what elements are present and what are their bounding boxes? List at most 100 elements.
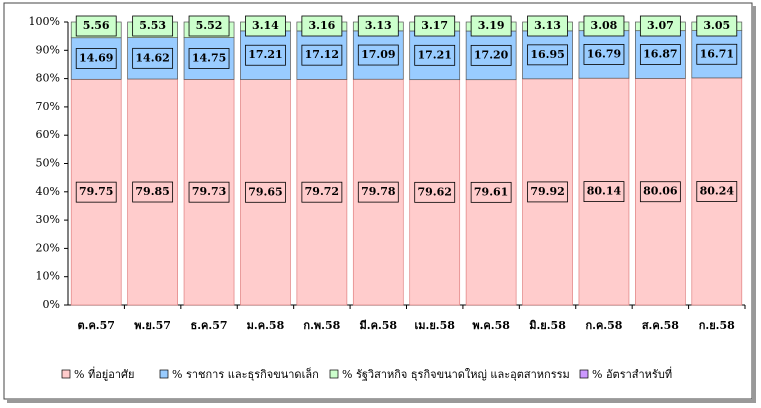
y-tick-label: 20% [36,241,60,254]
x-tick-label: ก.พ.58 [303,319,340,332]
data-label: 3.16 [308,19,335,32]
data-label: 17.21 [248,48,282,61]
data-label: 3.05 [703,19,730,32]
label-box [696,15,738,37]
data-label: 14.75 [192,51,226,64]
x-tick-label: ธ.ค.57 [191,319,228,332]
label-box [414,15,456,37]
data-label: 79.61 [474,185,508,198]
x-tick-label: พ.ย.57 [134,319,171,332]
label-box [470,44,512,66]
label-box [357,15,399,37]
label-box [357,181,399,203]
data-label: 79.85 [135,185,169,198]
label-box [470,181,512,203]
data-label: 3.19 [478,19,505,32]
data-label: 3.08 [591,19,618,32]
label-box [696,181,738,202]
legend-swatch [61,369,71,379]
data-label: 3.07 [647,19,674,32]
data-label: 79.73 [192,185,226,198]
x-tick-label: พ.ค.58 [472,319,510,332]
label-box [639,181,681,203]
y-tick-label: 70% [36,100,60,113]
label-box [188,181,230,203]
label-box [527,44,568,66]
label-box [470,15,512,37]
label-box [414,44,456,66]
x-tick-label: ส.ค.58 [642,319,679,332]
data-label: 17.21 [417,48,451,61]
label-box [301,181,343,203]
x-tick-label: เม.ย.58 [414,319,455,332]
y-tick-label: 50% [36,157,60,170]
data-label: 5.56 [83,19,110,32]
y-tick-label: 30% [36,213,60,226]
label-box [188,48,230,69]
label-box [75,48,117,69]
label-box [245,15,286,37]
data-label: 79.65 [248,185,282,198]
data-label: 80.06 [643,185,678,198]
data-label: 14.69 [79,52,113,65]
label-box [583,44,625,65]
frame-shadow [752,6,756,402]
data-label: 3.13 [365,19,392,32]
y-tick-label: 100% [29,15,60,28]
data-label: 3.14 [252,19,279,32]
data-label: 17.20 [474,48,509,61]
data-label: 16.79 [587,47,621,60]
label-box [414,181,456,203]
label-box [583,181,625,203]
label-box [639,44,681,65]
y-tick-label: 80% [36,72,60,85]
y-tick-label: 90% [36,43,60,56]
data-label: 16.87 [643,48,677,61]
legend-swatch [579,369,589,379]
data-label: 79.78 [361,185,396,198]
label-box [696,43,738,65]
data-label: 79.75 [79,185,113,198]
x-tick-label: ม.ค.58 [247,319,285,332]
label-box [357,44,399,66]
label-box [527,181,568,203]
x-tick-label: มิ.ย.58 [529,319,566,332]
label-box [75,15,117,37]
label-box [188,15,230,37]
label-box [301,15,343,37]
label-box [583,15,625,37]
data-label: 3.13 [534,19,561,32]
data-label: 14.62 [135,51,169,64]
y-tick-label: 0% [43,298,60,311]
data-label: 16.71 [700,47,734,60]
x-tick-label: ก.ย.58 [699,319,735,332]
y-tick-label: 10% [36,270,60,283]
data-label: 79.62 [417,185,451,198]
data-label: 17.09 [361,48,395,61]
label-box [132,47,174,69]
x-tick-label: ก.ค.58 [585,319,622,332]
data-label: 17.12 [305,48,339,61]
data-label: 80.24 [700,184,735,197]
data-label: 5.53 [139,19,166,32]
label-box [245,181,286,203]
data-label: 3.17 [421,19,448,32]
legend-label: % ราชการ และธุรกิจขนาดเล็ก [172,367,319,381]
legend-swatch [159,369,169,379]
legend-label: % อัตราสำหรับที่ [592,366,672,381]
label-box [639,15,681,37]
data-label: 5.52 [196,19,223,32]
legend-label: % รัฐวิสาหกิจ ธุรกิจขนาดใหญ่ และอุตสาหกร… [342,368,570,381]
y-tick-label: 40% [36,185,60,198]
label-box [132,15,174,37]
label-box [132,181,174,203]
data-label: 16.95 [530,48,564,61]
x-tick-label: มี.ค.58 [360,319,398,332]
legend-label: % ที่อยู่อาศัย [74,366,134,381]
frame-shadow [7,399,756,403]
x-tick-label: ต.ค.57 [77,319,114,332]
data-label: 79.72 [305,185,339,198]
legend-swatch [329,369,339,379]
data-label: 79.92 [530,185,564,198]
